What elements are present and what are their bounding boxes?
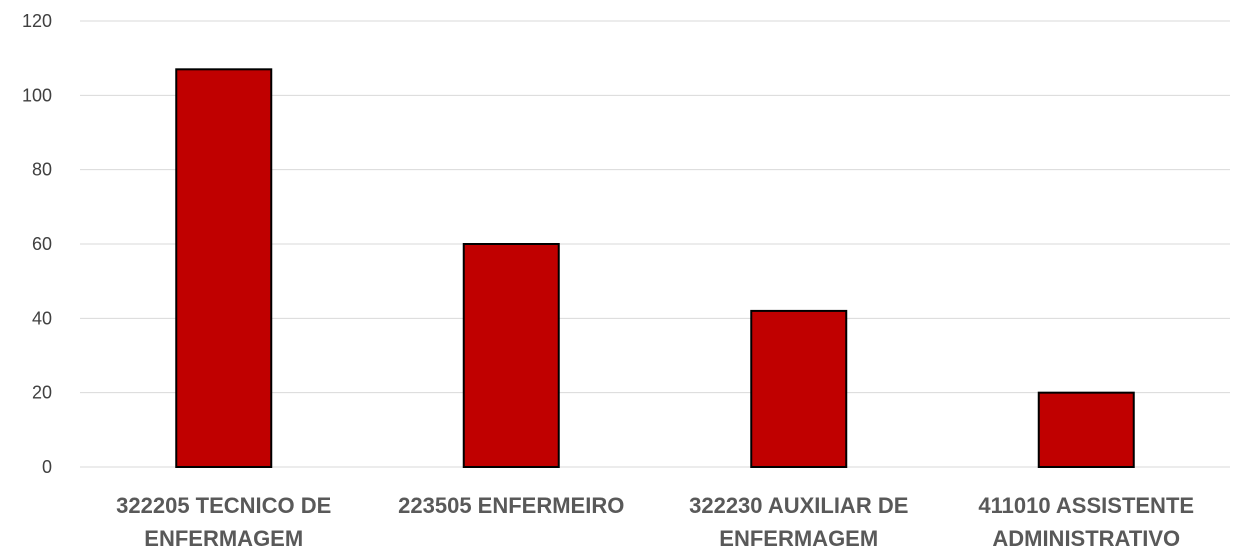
x-category-label: 411010 ASSISTENTE ADMINISTRATIVO (978, 493, 1194, 551)
x-category-label: 322205 TECNICO DE ENFERMAGEM (116, 493, 331, 551)
x-category-label-line: ENFERMAGEM (719, 526, 878, 551)
x-category-label-line: ADMINISTRATIVO (992, 526, 1180, 551)
y-tick-label: 100 (22, 85, 52, 105)
x-category-label-line: 322205 TECNICO DE (116, 493, 331, 518)
x-category-label-line: ENFERMAGEM (144, 526, 303, 551)
bar (750, 309, 848, 468)
y-tick-label: 40 (32, 308, 52, 328)
y-tick-label: 60 (32, 234, 52, 254)
bar (462, 243, 560, 468)
x-axis-category-labels: 322205 TECNICO DE ENFERMAGEM 223505 ENFERM… (116, 493, 1194, 551)
y-tick-label: 0 (42, 457, 52, 477)
x-category-label: 223505 ENFERMEIRO (398, 493, 624, 518)
x-category-label-line: 223505 ENFERMEIRO (398, 493, 624, 518)
bar (175, 68, 273, 468)
y-axis-tick-labels: 0 20 40 60 80 100 120 (22, 11, 52, 477)
x-category-label-line: 411010 ASSISTENTE (978, 493, 1194, 518)
y-tick-label: 120 (22, 11, 52, 31)
bars (175, 68, 1135, 468)
x-category-label: 322230 AUXILIAR DE ENFERMAGEM (689, 493, 908, 551)
x-category-label-line: 322230 AUXILIAR DE (689, 493, 908, 518)
y-tick-label: 20 (32, 383, 52, 403)
bar (1037, 391, 1135, 468)
y-tick-label: 80 (32, 160, 52, 180)
